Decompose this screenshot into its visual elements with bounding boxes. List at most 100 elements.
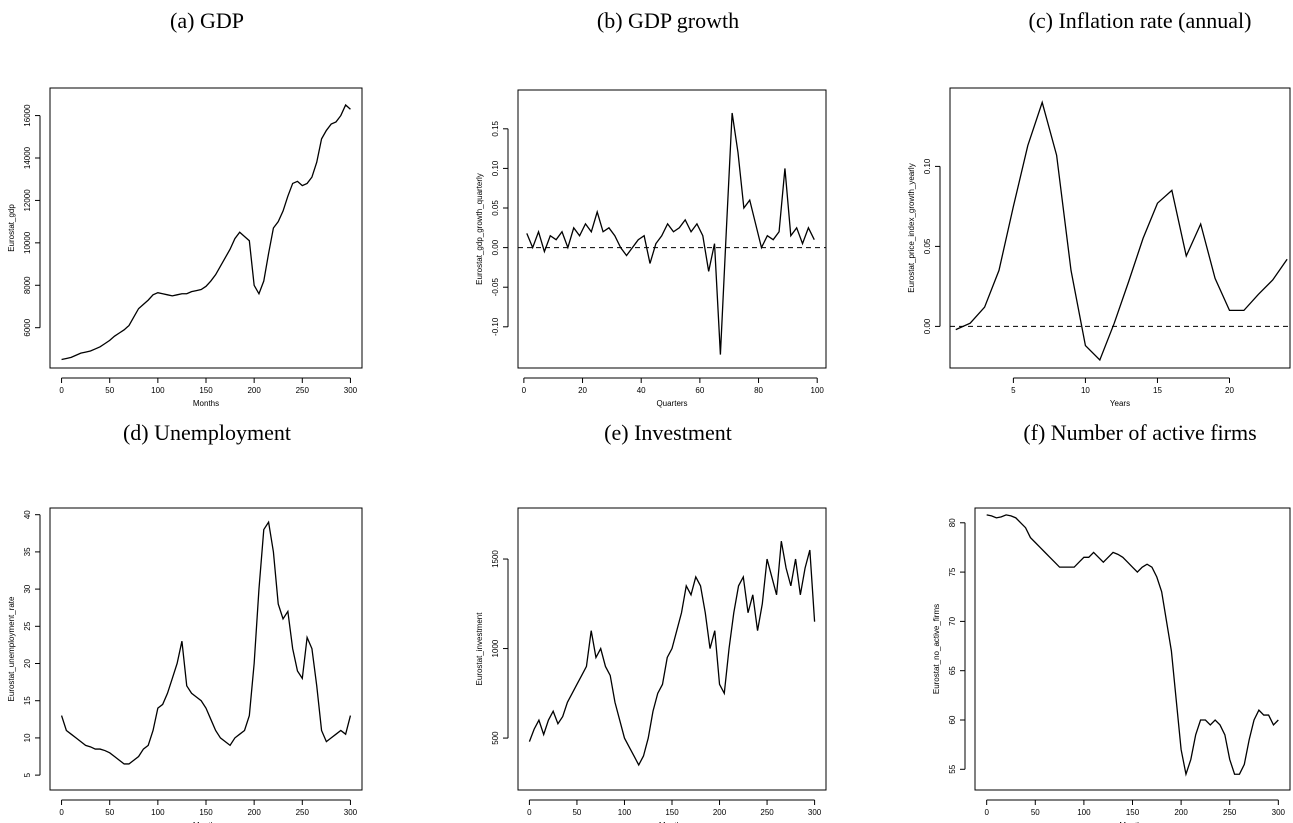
y-axis-label: Eurostat_gdp — [7, 204, 16, 252]
x-tick-label: 300 — [344, 386, 358, 395]
x-axis-label: Months — [193, 399, 219, 408]
x-tick-label: 100 — [811, 386, 825, 395]
x-tick-label: 200 — [247, 386, 261, 395]
x-tick-label: 50 — [572, 808, 581, 817]
panel-title: (f) Number of active firms — [1023, 420, 1256, 445]
x-tick-label: 250 — [296, 386, 310, 395]
y-tick-label: 5 — [23, 772, 32, 777]
x-axis-label: Months — [193, 821, 219, 823]
plot-frame — [949, 87, 1291, 369]
x-tick-label: 20 — [1225, 386, 1234, 395]
x-tick-label: 250 — [296, 808, 310, 817]
plot-frame — [49, 87, 363, 369]
y-tick-label: 60 — [948, 715, 957, 724]
x-tick-label: 60 — [695, 386, 704, 395]
y-tick-label: 0.00 — [491, 239, 500, 255]
x-tick-label: 50 — [1031, 808, 1040, 817]
y-tick-label: 8000 — [23, 276, 32, 294]
x-tick-label: 50 — [105, 386, 114, 395]
x-tick-label: 150 — [1126, 808, 1140, 817]
x-tick-label: 15 — [1153, 386, 1162, 395]
x-tick-label: 0 — [527, 808, 532, 817]
x-tick-label: 0 — [59, 808, 64, 817]
y-tick-label: 0.10 — [923, 158, 932, 174]
y-tick-label: 70 — [948, 616, 957, 625]
x-tick-label: 200 — [1174, 808, 1188, 817]
y-axis-label: Eurostat_unemployment_rate — [7, 596, 16, 702]
x-tick-label: 250 — [760, 808, 774, 817]
y-tick-label: 65 — [948, 666, 957, 675]
y-tick-label: 10000 — [23, 231, 32, 254]
y-tick-label: 0.10 — [491, 160, 500, 176]
y-tick-label: 30 — [23, 584, 32, 593]
y-tick-label: 35 — [23, 547, 32, 556]
x-tick-label: 40 — [637, 386, 646, 395]
x-tick-label: 0 — [59, 386, 64, 395]
x-tick-label: 100 — [1077, 808, 1091, 817]
x-tick-label: 200 — [247, 808, 261, 817]
y-axis-label: Eurostat_price_index_growth_yearly — [907, 163, 916, 292]
x-tick-label: 300 — [1272, 808, 1286, 817]
panel-title: (d) Unemployment — [123, 420, 291, 445]
x-tick-label: 0 — [522, 386, 527, 395]
y-tick-label: 1000 — [491, 639, 500, 657]
panel-title: (c) Inflation rate (annual) — [1029, 8, 1252, 33]
x-axis-label: Years — [1110, 399, 1130, 408]
y-tick-label: 40 — [23, 510, 32, 519]
x-tick-label: 5 — [1011, 386, 1016, 395]
x-tick-label: 100 — [151, 386, 165, 395]
data-line — [955, 100, 1288, 362]
y-tick-label: 500 — [491, 731, 500, 745]
y-tick-label: 55 — [948, 764, 957, 773]
x-tick-label: 80 — [754, 386, 763, 395]
plot-frame — [974, 507, 1291, 791]
x-axis-label: Quarters — [656, 399, 687, 408]
x-tick-label: 150 — [199, 386, 213, 395]
data-line — [60, 520, 352, 765]
data-line — [986, 514, 1279, 777]
x-tick-label: 300 — [344, 808, 358, 817]
plot-frame — [49, 507, 363, 791]
y-axis-label: Eurostat_gdp_growth_quarterly — [475, 173, 484, 285]
y-tick-label: 80 — [948, 518, 957, 527]
y-tick-label: 0.00 — [923, 318, 932, 334]
x-tick-label: 100 — [618, 808, 632, 817]
x-tick-label: 10 — [1081, 386, 1090, 395]
plot-frame — [517, 89, 827, 369]
y-tick-label: 14000 — [23, 146, 32, 169]
y-axis-label: Eurostat_investment — [475, 612, 484, 686]
x-tick-label: 20 — [578, 386, 587, 395]
y-tick-label: 10 — [23, 733, 32, 742]
data-line — [61, 103, 351, 361]
x-tick-label: 250 — [1223, 808, 1237, 817]
x-axis-label: Months — [659, 821, 685, 823]
y-tick-label: 12000 — [23, 189, 32, 212]
data-line — [528, 541, 816, 767]
y-tick-label: 0.05 — [491, 200, 500, 216]
y-tick-label: 20 — [23, 659, 32, 668]
x-tick-label: 150 — [665, 808, 679, 817]
x-tick-label: 150 — [199, 808, 213, 817]
panel-title: (a) GDP — [170, 8, 244, 33]
x-tick-label: 50 — [105, 808, 114, 817]
y-tick-label: 0.15 — [491, 120, 500, 136]
panel-title: (b) GDP growth — [597, 8, 739, 33]
y-tick-label: -0.05 — [491, 278, 500, 297]
x-tick-label: 300 — [808, 808, 822, 817]
y-tick-label: 75 — [948, 567, 957, 576]
y-tick-label: 6000 — [23, 318, 32, 336]
y-axis-label: Eurostat_no_active_firms — [932, 604, 941, 694]
plot-frame — [517, 507, 827, 791]
data-line — [526, 112, 815, 355]
y-tick-label: -0.10 — [491, 317, 500, 336]
panel-title: (e) Investment — [604, 420, 732, 445]
y-tick-label: 15 — [23, 696, 32, 705]
x-tick-label: 0 — [984, 808, 989, 817]
y-tick-label: 25 — [23, 621, 32, 630]
x-tick-label: 200 — [713, 808, 727, 817]
y-tick-label: 16000 — [23, 104, 32, 127]
y-tick-label: 0.05 — [923, 238, 932, 254]
x-axis-label: Months — [1119, 821, 1145, 823]
x-tick-label: 100 — [151, 808, 165, 817]
